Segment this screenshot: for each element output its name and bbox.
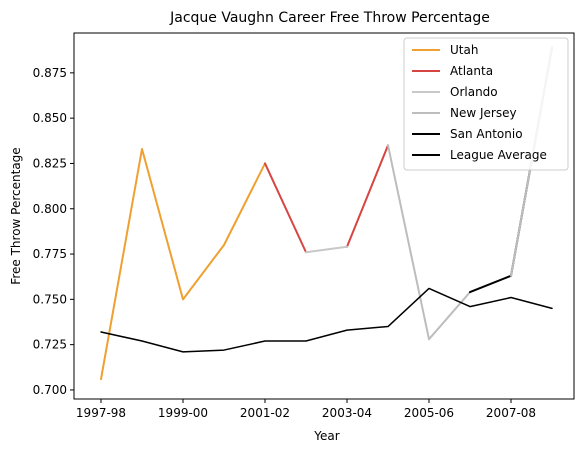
y-tick-label: 0.700: [33, 383, 67, 397]
chart-title: Jacque Vaughn Career Free Throw Percenta…: [169, 10, 490, 26]
x-axis: 1997-98 1999-00 2001-02 2003-04 2005-06 2007-…: [76, 399, 536, 420]
legend-box: [403, 37, 569, 171]
x-tick-label: 2003-04: [322, 406, 372, 420]
x-tick-label: 2007-08: [486, 406, 536, 420]
x-axis-label: Year: [313, 429, 339, 443]
legend-label: Utah: [450, 43, 478, 57]
legend-label: Atlanta: [450, 64, 493, 78]
series-line-utah: [100, 147, 266, 381]
y-tick-label: 0.775: [33, 247, 67, 261]
y-tick-label: 0.750: [33, 292, 67, 306]
y-tick-label: 0.850: [33, 111, 67, 125]
series-line-new-jersey: [387, 144, 471, 341]
y-tick-label: 0.800: [33, 202, 67, 216]
legend-label: League Average: [450, 148, 547, 162]
x-tick-label: 2001-02: [240, 406, 290, 420]
x-tick-label: 1999-00: [158, 406, 208, 420]
series-line-league-average: [100, 287, 553, 353]
y-axis: 0.700 0.725 0.750 0.775 0.800 0.825 0.850 0.875: [33, 66, 74, 397]
plot-frame: [73, 32, 575, 400]
y-axis-label: Free Throw Percentage: [9, 147, 23, 284]
y-tick-label: 0.725: [33, 338, 67, 352]
legend: Utah Atlanta Orlando New Jersey San Antonio L…: [403, 37, 569, 171]
legend-label: Orlando: [450, 85, 498, 99]
x-tick-label: 1997-98: [76, 406, 126, 420]
series-line-orlando: [305, 245, 348, 254]
legend-label: San Antonio: [450, 127, 523, 141]
y-tick-label: 0.875: [33, 66, 67, 80]
series-line-atlanta: [346, 144, 389, 248]
x-tick-label: 2005-06: [404, 406, 454, 420]
y-tick-label: 0.825: [33, 156, 67, 170]
series-line-atlanta: [264, 162, 307, 254]
legend-label: New Jersey: [450, 106, 517, 120]
